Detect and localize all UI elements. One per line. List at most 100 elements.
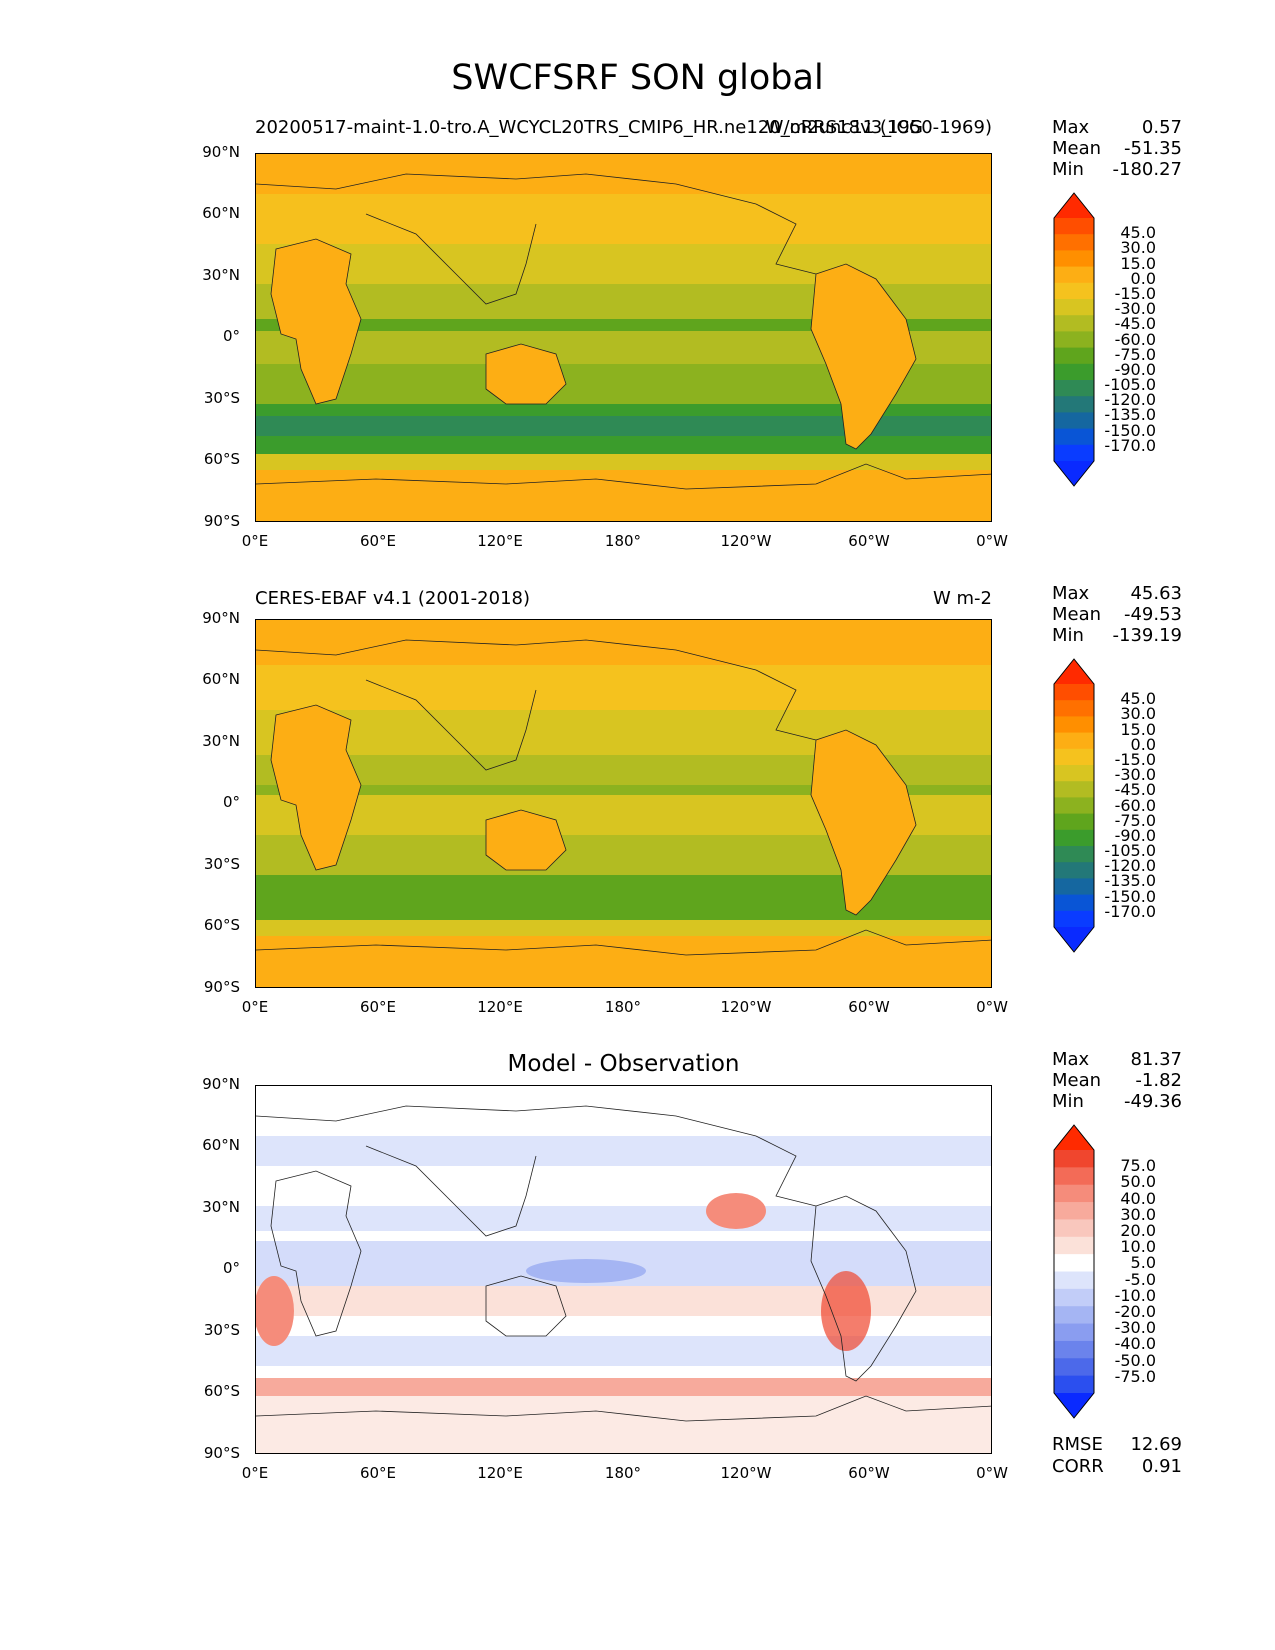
colorbar (1053, 658, 1095, 953)
colorbar-segment (1054, 894, 1094, 912)
colorbar-segment (1054, 347, 1094, 365)
colorbar-tick-label: 45.0 (1120, 689, 1156, 709)
colorbar-tick-label: -135.0 (1104, 405, 1156, 425)
colorbar-segment (1054, 878, 1094, 896)
colorbar-segment (1054, 846, 1094, 863)
colorbar-tick-label: 0.0 (1130, 268, 1156, 288)
colorbar-segment (1054, 412, 1094, 430)
stat-max: 0.57 (1141, 117, 1182, 138)
corr-value: 0.91 (1141, 1456, 1182, 1477)
colorbar (1053, 192, 1095, 487)
colorbar-segment (1054, 700, 1094, 717)
stat-mean-label: Mean (1052, 1070, 1102, 1091)
colorbar-segment (1054, 396, 1094, 413)
colorbar-extend-bottom (1054, 461, 1094, 486)
colorbar-segment (1054, 716, 1094, 734)
lat-label: 60°N (202, 670, 240, 688)
field-map-model (256, 154, 991, 521)
lat-label: 0° (222, 1259, 240, 1277)
rmse-label: RMSE (1052, 1434, 1103, 1455)
colorbar-tick-label: -45.0 (1114, 780, 1156, 800)
lon-label: 0°W (976, 998, 1008, 1016)
stat-max: 45.63 (1130, 583, 1182, 604)
lon-label: 60°W (848, 998, 890, 1016)
colorbar-extend-bottom (1054, 1393, 1094, 1418)
colorbar-segment (1054, 444, 1094, 462)
colorbar-segment (1054, 862, 1094, 879)
map-difference (255, 1085, 992, 1454)
stat-mean: -49.53 (1123, 604, 1182, 625)
colorbar-labels: 45.0 30.0 15.0 0.0 -15.0 -30.0 -45.0 -60.0 -75.0… (1096, 192, 1156, 487)
colorbar-tick-label: -150.0 (1104, 420, 1156, 440)
colorbar-segment (1054, 1254, 1094, 1272)
colorbar-tick-label: -30.0 (1114, 299, 1156, 319)
lon-label: 60°W (848, 532, 890, 550)
colorbar-outline (1053, 192, 1095, 487)
stats-box: Max 0.57 Mean -51.35 Min -180.27 (1052, 117, 1182, 180)
panel-subtitle-left: 20200517-maint-1.0-tro.A_WCYCL20TRS_CMIP… (255, 117, 924, 138)
lon-label: 0°E (241, 998, 269, 1016)
colorbar-tick-label: -105.0 (1104, 375, 1156, 395)
colorbar-segment (1054, 813, 1094, 831)
colorbar-tick-label: 15.0 (1120, 253, 1156, 273)
stat-max: 81.37 (1130, 1049, 1182, 1070)
colorbar-extend-bottom (1054, 927, 1094, 952)
colorbar-tick-label: 30.0 (1120, 704, 1156, 724)
lat-label: 90°N (202, 143, 240, 161)
colorbar-segment (1054, 299, 1094, 316)
colorbar-segment (1054, 1150, 1094, 1168)
colorbar-tick-label: -60.0 (1114, 329, 1156, 349)
colorbar-tick-label: 10.0 (1120, 1237, 1156, 1257)
colorbar-tick-label: -120.0 (1104, 856, 1156, 876)
lat-label: 90°S (203, 1444, 240, 1462)
colorbar-tick-label: -105.0 (1104, 841, 1156, 861)
colorbar-tick-label: -90.0 (1114, 825, 1156, 845)
colorbar-segment (1054, 250, 1094, 268)
colorbar-segment (1054, 1375, 1094, 1394)
colorbar-tick-label: 50.0 (1120, 1172, 1156, 1192)
colorbar-tick-label: -75.0 (1114, 810, 1156, 830)
colorbar-tick-label: -170.0 (1104, 901, 1156, 921)
stat-min-label: Min (1052, 159, 1084, 180)
stat-max-label: Max (1052, 117, 1090, 138)
lat-label: 90°N (202, 1075, 240, 1093)
panel-subtitle: Model - Observation (507, 1051, 740, 1077)
colorbar-tick-label: -120.0 (1104, 390, 1156, 410)
panel-difference: Model - Observation 90°N 60° (0, 932, 1275, 1482)
colorbar-outline (1053, 1124, 1095, 1419)
colorbar-segment (1054, 282, 1094, 300)
colorbar-tick-label: -135.0 (1104, 871, 1156, 891)
colorbar-segment (1054, 1323, 1094, 1342)
stat-mean: -51.35 (1123, 138, 1182, 159)
colorbar-tick-label: -20.0 (1114, 1302, 1156, 1321)
colorbar-tick-label: 40.0 (1120, 1188, 1156, 1208)
lon-label: 120°E (477, 1464, 523, 1482)
colorbar-outline (1053, 658, 1095, 953)
map-model (255, 153, 992, 522)
lon-label: 180° (604, 532, 642, 550)
error-stats: RMSE 12.69 CORR 0.91 (1052, 1434, 1182, 1478)
lat-label: 60°S (203, 1382, 240, 1400)
colorbar-tick-label: -30.0 (1114, 765, 1156, 785)
colorbar-segment (1054, 765, 1094, 782)
colorbar-extend-top (1054, 193, 1094, 218)
stat-max-label: Max (1052, 583, 1090, 604)
lat-label: 60°N (202, 204, 240, 222)
lat-label: 30°N (202, 266, 240, 284)
map-observation (255, 619, 992, 988)
colorbar (1053, 1124, 1095, 1419)
panel-subtitle-right: W m-2 (932, 588, 992, 609)
lat-label: 30°S (203, 1321, 240, 1339)
colorbar-tick-label: -170.0 (1104, 435, 1156, 455)
colorbar-segment (1054, 732, 1094, 750)
colorbar-segment (1054, 684, 1094, 701)
colorbar-extend-top (1054, 659, 1094, 684)
colorbar-tick-label: -75.0 (1114, 344, 1156, 364)
colorbar-tick-label: 15.0 (1120, 719, 1156, 739)
colorbar-segment (1054, 1306, 1094, 1325)
colorbar-tick-label: -50.0 (1114, 1350, 1156, 1370)
colorbar-segment (1054, 218, 1094, 235)
lon-label: 120°W (720, 998, 772, 1016)
colorbar-tick-label: -10.0 (1114, 1285, 1156, 1305)
colorbar-tick-label: 30.0 (1120, 238, 1156, 258)
